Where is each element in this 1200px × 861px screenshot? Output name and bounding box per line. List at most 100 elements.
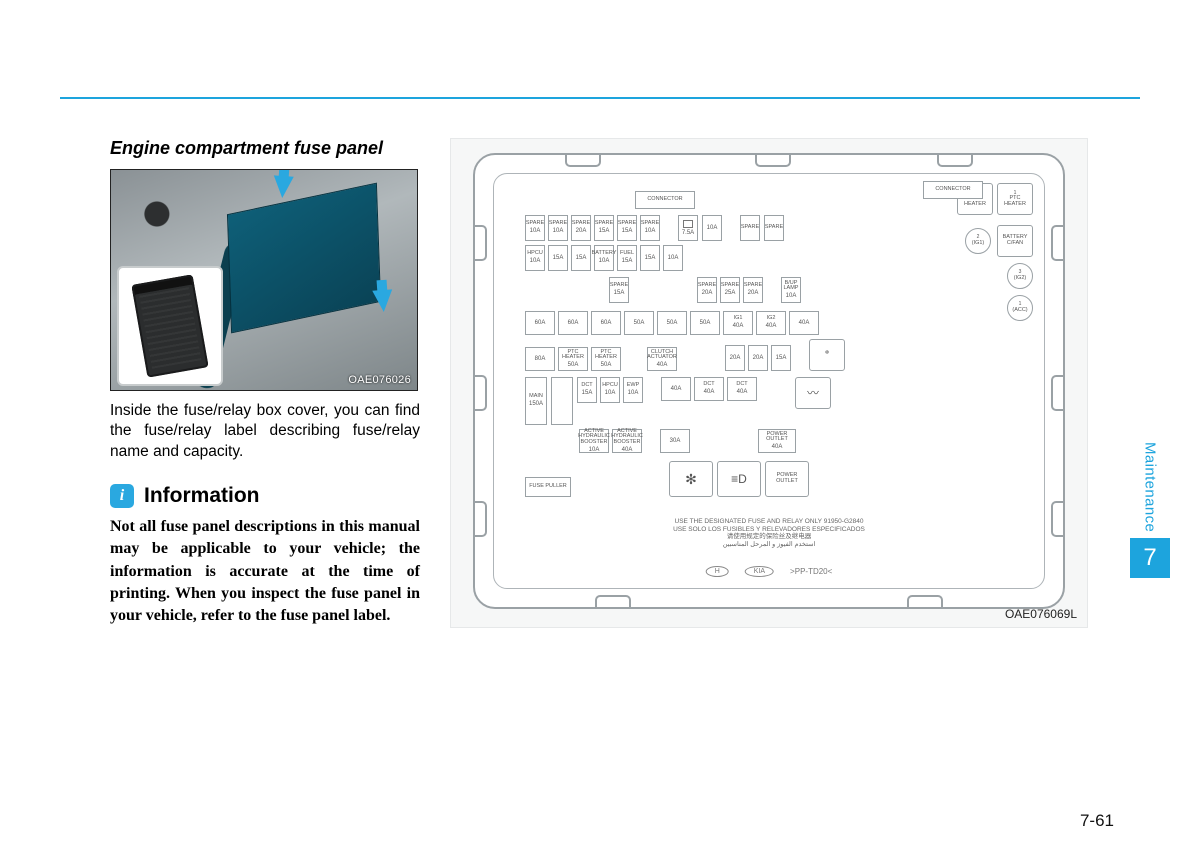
fuse-slot: SPARE25A bbox=[720, 277, 740, 303]
fuse-spare: SPARE bbox=[740, 215, 760, 241]
footer-line: USE THE DESIGNATED FUSE AND RELAY ONLY 9… bbox=[579, 518, 959, 526]
info-heading: i Information bbox=[110, 484, 420, 508]
fuse-clutch-actuator: CLUTCH ACTUATOR40A bbox=[647, 347, 677, 371]
fuse-slot: PTC HEATER50A bbox=[591, 347, 621, 371]
relay-headlamp: ≡D bbox=[717, 461, 761, 497]
housing-tab bbox=[907, 595, 943, 609]
fuse-slot: SPARE10A bbox=[525, 215, 545, 241]
fuse-slot: DCT15A bbox=[577, 377, 597, 403]
fuse-slot: 60A bbox=[525, 311, 555, 335]
housing-tab bbox=[1051, 375, 1065, 411]
fuse-main: MAIN150A bbox=[525, 377, 547, 425]
page-number: 7-61 bbox=[1080, 811, 1114, 831]
left-column: Engine compartment fuse panel OAE076026 … bbox=[110, 138, 420, 801]
engine-photo: OAE076026 bbox=[110, 169, 418, 391]
right-column: 3 PTC HEATER 1 PTC HEATER 2 bbox=[450, 138, 1090, 801]
fuse-slot: 50A bbox=[624, 311, 654, 335]
relay-fan: ✻ bbox=[669, 461, 713, 497]
connector-slot: CONNECTOR bbox=[923, 181, 983, 199]
housing-tab bbox=[1051, 501, 1065, 537]
fuse-slot: FUEL15A bbox=[617, 245, 637, 271]
relay-defrost: 〰 bbox=[795, 377, 831, 409]
fuse-slot: SPARE10A bbox=[548, 215, 568, 241]
fuse-slot: 15A bbox=[771, 345, 791, 371]
diagram-code: OAE076069L bbox=[1005, 607, 1077, 621]
fuse-slot: 15A bbox=[640, 245, 660, 271]
housing-outer: 3 PTC HEATER 1 PTC HEATER 2 bbox=[473, 153, 1065, 609]
fuse-slot: 50A bbox=[657, 311, 687, 335]
fuse-spare: SPARE bbox=[764, 215, 784, 241]
fuse-slot: 15A bbox=[571, 245, 591, 271]
housing-tab bbox=[1051, 225, 1065, 261]
fuse-slot: 30A bbox=[660, 429, 690, 453]
arrow-icon bbox=[372, 289, 393, 312]
fuse-slot: EWP10A bbox=[623, 377, 643, 403]
headlamp-icon: ≡D bbox=[731, 473, 747, 486]
body-paragraph: Inside the fuse/relay box cover, you can… bbox=[110, 401, 420, 462]
fuse-slot: SPARE15A bbox=[617, 215, 637, 241]
fuse-slot: BATTERY10A bbox=[594, 245, 614, 271]
housing-tab bbox=[473, 501, 487, 537]
footer-line: استخدم الفيوز و المرحل المناسبين bbox=[579, 541, 959, 549]
connector-slot: CONNECTOR bbox=[635, 191, 695, 209]
fuse-slot: 10A bbox=[702, 215, 722, 241]
washer-icon bbox=[683, 220, 693, 228]
fuse-diagram: 3 PTC HEATER 1 PTC HEATER 2 bbox=[450, 138, 1088, 628]
fuse-slot: 10A bbox=[663, 245, 683, 271]
fuse-slot: SPARE20A bbox=[571, 215, 591, 241]
fuse-slot: 20A bbox=[725, 345, 745, 371]
fuse-slot: 50A bbox=[690, 311, 720, 335]
relay-ac: ❄ bbox=[809, 339, 845, 371]
fuse-washer: 7.5A bbox=[678, 215, 698, 241]
housing-tab bbox=[755, 153, 791, 167]
chapter-label: Maintenance bbox=[1142, 442, 1159, 538]
fan-icon: ✻ bbox=[685, 472, 697, 487]
brand-marks: H KIA >PP-TD20< bbox=[706, 566, 833, 577]
fuse-power-outlet: POWER OUTLET40A bbox=[758, 429, 796, 453]
defrost-icon: 〰 bbox=[807, 387, 819, 400]
top-rule bbox=[60, 97, 1140, 99]
info-badge-icon: i bbox=[110, 484, 134, 508]
fuse-slot: IG240A bbox=[756, 311, 786, 335]
fuse-grid: CONNECTOR CONNECTOR SPARE10ASPARE10ASPAR… bbox=[525, 191, 1013, 529]
content-grid: Engine compartment fuse panel OAE076026 … bbox=[110, 138, 1090, 801]
housing-tab bbox=[595, 595, 631, 609]
fuse-slot: PTC HEATER50A bbox=[558, 347, 588, 371]
fuse-label-chip bbox=[131, 274, 208, 377]
fuse-slot: 40A bbox=[661, 377, 691, 401]
fuse-slot: HPCU10A bbox=[525, 245, 545, 271]
fuse-slot: 60A bbox=[591, 311, 621, 335]
info-title: Information bbox=[144, 484, 260, 508]
brand-oval-icon: H bbox=[706, 566, 729, 577]
arrow-icon bbox=[272, 175, 293, 198]
pp-code: >PP-TD20< bbox=[790, 567, 832, 576]
fuse-slot: 15A bbox=[548, 245, 568, 271]
fuse-puller: FUSE PULLER bbox=[525, 477, 571, 497]
fuse-slot: SPARE15A bbox=[594, 215, 614, 241]
fuse-slot: SPARE20A bbox=[697, 277, 717, 303]
info-body: Not all fuse panel descriptions in this … bbox=[110, 516, 420, 626]
relay-power-outlet: POWER OUTLET bbox=[765, 461, 809, 497]
housing-tab bbox=[473, 225, 487, 261]
fuse-slot: IG140A bbox=[723, 311, 753, 335]
fuse-slot: SPARE20A bbox=[743, 277, 763, 303]
fuse-slot: 20A bbox=[748, 345, 768, 371]
snowflake-icon: ❄ bbox=[822, 351, 832, 359]
photo-code: OAE076026 bbox=[348, 374, 411, 386]
brand-oval-icon: KIA bbox=[745, 566, 774, 577]
label-inset bbox=[117, 266, 223, 386]
fuse-slot: DCT40A bbox=[727, 377, 757, 401]
fuse-slot: HPCU10A bbox=[600, 377, 620, 403]
housing-tab bbox=[473, 375, 487, 411]
housing-tab bbox=[937, 153, 973, 167]
diagram-footer: USE THE DESIGNATED FUSE AND RELAY ONLY 9… bbox=[579, 518, 959, 549]
fuse-bup-lamp: B/UP LAMP10A bbox=[781, 277, 801, 303]
fuse-slot: ACTIVE HYDRAULIC BOOSTER40A bbox=[612, 429, 642, 453]
chapter-tab: Maintenance 7 bbox=[1130, 442, 1170, 578]
fuse-tall bbox=[551, 377, 573, 425]
housing-tab bbox=[565, 153, 601, 167]
fuse-slot: SPARE10A bbox=[640, 215, 660, 241]
chapter-number: 7 bbox=[1130, 538, 1170, 578]
footer-line: USE SOLO LOS FUSIBLES Y RELEVADORES ESPE… bbox=[579, 526, 959, 534]
section-title: Engine compartment fuse panel bbox=[110, 138, 420, 159]
